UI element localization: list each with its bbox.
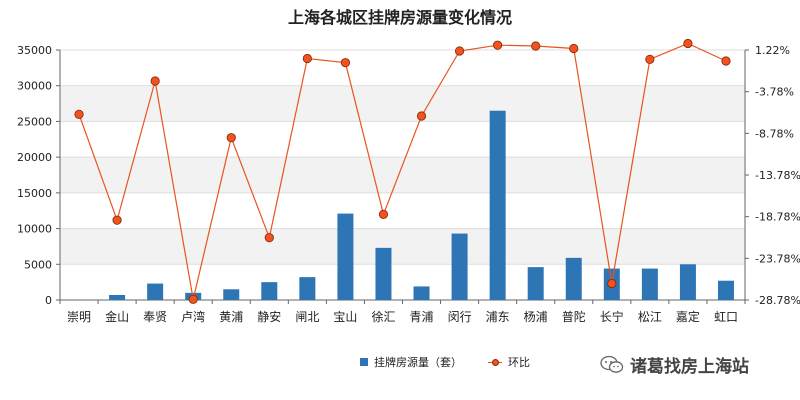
wechat-icon bbox=[600, 355, 624, 375]
line-point bbox=[493, 40, 503, 50]
line-point bbox=[302, 53, 312, 64]
line-point bbox=[226, 133, 236, 143]
x-tick-label: 黄浦 bbox=[219, 310, 243, 324]
y-right-tick-label: -23.78% bbox=[755, 252, 800, 265]
watermark: 诸葛找房上海站 bbox=[600, 352, 749, 377]
line-point bbox=[454, 46, 465, 56]
y-left-tick-label: 5000 bbox=[24, 258, 52, 271]
line-point bbox=[188, 294, 198, 304]
x-tick-label: 崇明 bbox=[67, 310, 91, 324]
line-point bbox=[683, 38, 693, 49]
y-right-tick-label: -18.78% bbox=[755, 211, 800, 224]
watermark-text: 诸葛找房上海站 bbox=[630, 357, 749, 377]
y-right-tick-label: -8.78% bbox=[755, 127, 794, 140]
y-right-tick-label: -3.78% bbox=[755, 86, 794, 99]
bar bbox=[451, 233, 468, 300]
x-tick-label: 奉贤 bbox=[143, 310, 167, 324]
bar bbox=[375, 247, 392, 300]
bar bbox=[489, 110, 506, 300]
y-left-tick-label: 25000 bbox=[17, 115, 52, 128]
line-point bbox=[378, 209, 389, 219]
bar bbox=[223, 289, 240, 300]
line-point bbox=[416, 111, 427, 121]
grid-band bbox=[60, 228, 745, 265]
legend-bar-swatch bbox=[360, 358, 368, 366]
line-point bbox=[569, 43, 579, 54]
y-right-tick-label: -13.78% bbox=[755, 169, 800, 182]
y-left-tick-label: 20000 bbox=[17, 151, 52, 164]
line-point bbox=[74, 109, 84, 119]
x-tick-label: 浦东 bbox=[486, 310, 510, 324]
x-tick-label: 闵行 bbox=[448, 309, 472, 324]
y-right-tick-label: 1.22% bbox=[755, 44, 790, 57]
bar bbox=[337, 213, 354, 300]
x-tick-label: 嘉定 bbox=[676, 309, 700, 324]
legend-line-swatch bbox=[488, 358, 502, 366]
y-left-tick-label: 35000 bbox=[17, 44, 52, 57]
bar bbox=[565, 257, 582, 300]
bar bbox=[261, 282, 278, 300]
grid-band bbox=[60, 157, 745, 193]
legend-item-bar[interactable]: 挂牌房源量（套） bbox=[360, 354, 462, 370]
line-point bbox=[607, 278, 617, 289]
y-left-tick-label: 0 bbox=[45, 294, 52, 307]
line-point bbox=[340, 58, 351, 68]
x-tick-label: 杨浦 bbox=[524, 309, 548, 324]
x-tick-label: 宝山 bbox=[333, 310, 357, 324]
x-tick-label: 青浦 bbox=[410, 310, 434, 324]
y-left-tick-label: 10000 bbox=[17, 223, 52, 236]
bar bbox=[641, 268, 658, 300]
legend-line-label: 环比 bbox=[508, 356, 530, 369]
line-point bbox=[721, 56, 731, 66]
line-series bbox=[78, 42, 727, 300]
y-left-tick-label: 15000 bbox=[17, 187, 52, 200]
x-tick-label: 金山 bbox=[105, 309, 129, 324]
x-tick-label: 长宁 bbox=[600, 309, 624, 324]
bar bbox=[299, 277, 316, 300]
legend-bar-label: 挂牌房源量（套） bbox=[374, 356, 462, 369]
x-tick-label: 松江 bbox=[638, 310, 662, 324]
bar bbox=[147, 283, 164, 300]
line-point bbox=[150, 76, 160, 86]
x-tick-label: 闸北 bbox=[295, 310, 319, 324]
x-tick-label: 虹口 bbox=[714, 310, 738, 324]
bar bbox=[717, 280, 734, 300]
legend: 挂牌房源量（套） 环比 bbox=[360, 354, 530, 370]
bar bbox=[527, 267, 544, 300]
bar bbox=[109, 295, 126, 300]
grid-band bbox=[60, 85, 745, 122]
line-point bbox=[645, 54, 655, 64]
x-tick-label: 徐汇 bbox=[371, 309, 395, 324]
line-point bbox=[531, 41, 541, 51]
line-point bbox=[264, 233, 274, 243]
x-tick-label: 静安 bbox=[257, 309, 281, 324]
x-tick-label: 卢湾 bbox=[181, 309, 205, 324]
chart-title: 上海各城区挂牌房源量变化情况 bbox=[287, 8, 512, 27]
y-right-tick-label: -28.78% bbox=[755, 294, 800, 307]
bar bbox=[413, 286, 430, 300]
x-tick-label: 普陀 bbox=[562, 309, 586, 324]
legend-item-line[interactable]: 环比 bbox=[488, 354, 530, 370]
bar bbox=[679, 264, 696, 300]
y-left-tick-label: 30000 bbox=[17, 80, 52, 93]
line-point bbox=[112, 215, 122, 225]
